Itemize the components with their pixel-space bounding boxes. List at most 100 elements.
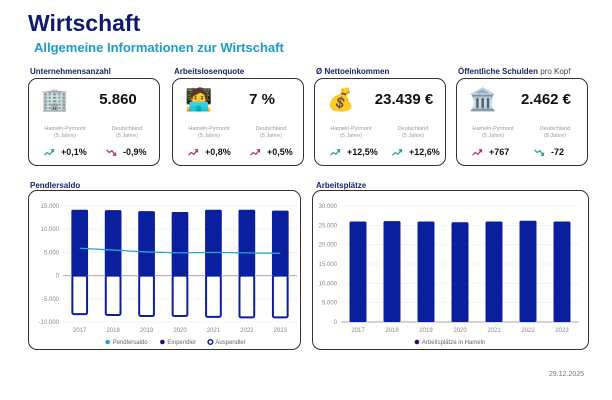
national-trend: +0,5% [249, 147, 293, 157]
bar-auspendler [138, 274, 155, 317]
bar-auspendler [104, 274, 122, 317]
x-tick-label: 2020 [453, 328, 467, 334]
x-tick-label: 2023 [274, 328, 288, 334]
bar-einpendler [238, 209, 256, 276]
legend-label: Auspendler [215, 340, 245, 346]
trend-up-icon [250, 148, 261, 156]
y-tick-label: 10.000 [41, 227, 60, 233]
line-pendlersaldo [79, 247, 281, 254]
trend-up-icon [472, 148, 483, 156]
national-trend: -72 [533, 147, 564, 157]
local-trend: +767 [471, 147, 509, 157]
x-tick-label: 2021 [207, 328, 221, 334]
x-tick-label: 2017 [73, 328, 87, 334]
x-tick-label: 2018 [106, 328, 120, 334]
bar-arbeitsplätze-in-hameln [485, 221, 503, 322]
y-tick-label: 0 [56, 274, 60, 280]
bar-auspendler [271, 274, 289, 319]
card-label: Öffentliche Schulden pro Kopf [458, 67, 571, 76]
bar-arbeitsplätze-in-hameln [451, 222, 469, 322]
kpi-card: 🏢 5.860 Hameln-Pyrmont (5 Jahre) Deutschl… [28, 78, 160, 166]
y-tick-label: 20.000 [319, 243, 338, 249]
bar-arbeitsplätze-in-hameln [519, 220, 537, 322]
card-label: Arbeitslosenquote [174, 67, 245, 76]
legend-marker [414, 339, 420, 345]
local-trend: +0,8% [187, 147, 231, 157]
x-tick-label: 2018 [385, 328, 399, 334]
bank-building-icon: 🏛️ [469, 87, 497, 112]
local-label: Hameln-Pyrmont (5 Jahre) [188, 126, 230, 139]
national-label: Deutschland (5 Jahre) [111, 126, 143, 139]
local-label: Hameln-Pyrmont (5 Jahre) [472, 126, 514, 139]
trend-up-icon [44, 148, 55, 156]
y-tick-label: 15.000 [319, 262, 338, 268]
page-title: Wirtschaft [28, 10, 141, 36]
x-tick-label: 2019 [419, 328, 433, 334]
national-trend: +12,6% [391, 147, 440, 157]
x-tick-label: 2019 [140, 328, 154, 334]
legend-marker [160, 339, 165, 345]
trend-down-icon [534, 148, 545, 156]
chart-title-pendlersaldo: Pendlersaldo [30, 181, 81, 190]
kpi-card: 🏛️ 2.462 € Hameln-Pyrmont (5 Jahre) Deuts… [456, 78, 588, 166]
kpi-value: 5.860 [99, 91, 137, 108]
local-label: Hameln-Pyrmont (5 Jahre) [44, 126, 86, 139]
trend-down-icon [106, 148, 117, 156]
local-label: Hameln-Pyrmont (5 Jahre) [330, 126, 372, 139]
report-date: 29.12.2025 [549, 371, 585, 378]
bar-auspendler [71, 274, 89, 316]
legend-marker [207, 338, 214, 346]
x-tick-label: 2017 [351, 328, 365, 334]
x-tick-label: 2021 [487, 328, 501, 334]
kpi-card: 💰 23.439 € Hameln-Pyrmont (5 Jahre) Deuts… [314, 78, 446, 166]
y-tick-label: 25.000 [319, 223, 338, 229]
legend-label: Pendlersaldo [113, 340, 149, 346]
national-label: Deutschland (5 Jahre) [539, 126, 571, 139]
x-tick-label: 2022 [521, 328, 535, 334]
bar-arbeitsplätze-in-hameln [417, 221, 435, 322]
legend-marker [105, 339, 110, 345]
card-label: Unternehmensanzahl [30, 67, 111, 76]
bar-einpendler [104, 210, 122, 276]
pendlersaldo-chart: 15.000 10.000 5.000 0 -5.000 -10.000 2017 2018 2… [28, 190, 301, 350]
y-tick-label: 10.000 [319, 281, 338, 287]
y-tick-label: 5.000 [322, 301, 338, 307]
bar-auspendler [171, 274, 189, 317]
bar-arbeitsplätze-in-hameln [383, 221, 401, 322]
legend-label: Einpendler [167, 340, 196, 346]
x-tick-label: 2020 [173, 328, 187, 334]
bar-einpendler [205, 209, 222, 276]
arbeitsplaetze-chart: 30.000 25.000 20.000 15.000 10.000 5.000 0 2017… [312, 190, 589, 350]
x-tick-label: 2022 [240, 328, 254, 334]
local-trend: +0,1% [43, 147, 87, 157]
national-label: Deutschland (5 Jahre) [397, 126, 429, 139]
x-tick-label: 2023 [555, 328, 569, 334]
local-trend: +12,5% [329, 147, 378, 157]
y-tick-label: -10.000 [39, 320, 60, 326]
y-tick-label: -5.000 [42, 297, 60, 303]
bar-auspendler [205, 274, 222, 318]
office-building-icon: 🏢 [41, 87, 69, 112]
money-bag-icon: 💰 [327, 87, 355, 112]
kpi-card: 🧑‍💻 7 % Hameln-Pyrmont (5 Jahre) Deutschl… [172, 78, 304, 166]
bar-arbeitsplätze-in-hameln [349, 221, 367, 322]
y-tick-label: 5.000 [44, 250, 60, 256]
bar-einpendler [71, 209, 89, 276]
chart-title-arbeitsplaetze: Arbeitsplätze [316, 181, 367, 190]
card-label: Ø Nettoeinkommen [316, 67, 390, 76]
bar-einpendler [171, 212, 189, 276]
legend-label: Arbeitsplätze in Hameln [422, 340, 485, 346]
trend-up-icon [188, 148, 199, 156]
bar-einpendler [138, 211, 155, 276]
trend-up-icon [330, 148, 341, 156]
y-tick-label: 15.000 [41, 204, 60, 210]
national-trend: -0,9% [105, 147, 147, 157]
kpi-value: 7 % [249, 91, 275, 108]
trend-up-icon [392, 148, 403, 156]
page-subtitle: Allgemeine Informationen zur Wirtschaft [34, 40, 284, 55]
national-label: Deutschland (5 Jahre) [255, 126, 287, 139]
bar-arbeitsplätze-in-hameln [553, 221, 571, 322]
y-tick-label: 30.000 [319, 204, 338, 210]
kpi-value: 23.439 € [374, 91, 434, 108]
y-tick-label: 0 [334, 320, 338, 326]
